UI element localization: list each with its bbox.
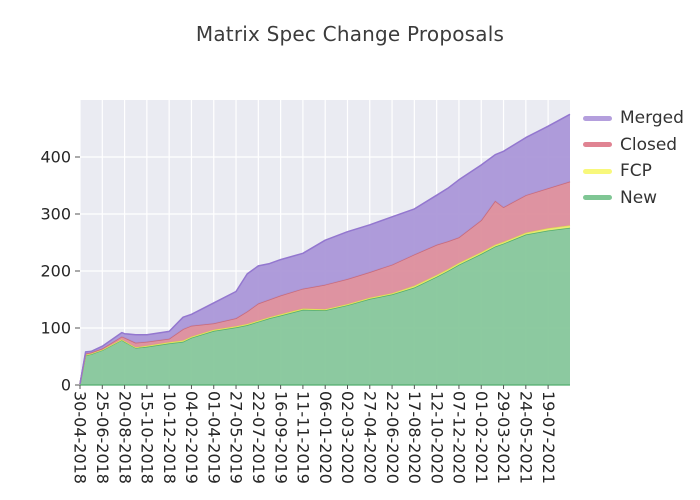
y-tick-label: 400 [40,147,71,166]
x-tick-label: 27-05-2019 [227,391,246,484]
legend-item-new: New [583,189,684,207]
x-tick-label: 17-08-2020 [405,391,424,484]
legend-label: FCP [620,161,652,181]
legend-swatch-new [583,195,612,200]
area-band-new [80,227,570,385]
x-tick-label: 22-06-2020 [383,391,402,484]
area-band-merged [80,114,570,384]
chart-title: Matrix Spec Change Proposals [195,22,505,46]
x-tick-label: 24-05-2021 [517,391,536,484]
legend-label: New [620,187,658,208]
y-tick-label: 0 [61,375,71,394]
x-tick-label: 02-03-2020 [338,391,357,484]
legend-swatch-closed [583,142,612,147]
x-tick-label: 29-03-2021 [494,391,513,484]
x-tick-label: 06-01-2020 [316,391,335,484]
x-tick-label: 22-07-2019 [249,391,268,484]
x-tick-label: 25-06-2018 [93,391,112,484]
x-tick-label: 11-11-2019 [294,391,313,484]
x-tick-label: 07-12-2020 [450,391,469,484]
legend-item-merged: Merged [583,109,684,127]
legend-label: Closed [620,134,678,155]
x-tick-label: 15-10-2018 [138,391,157,484]
x-tick-label: 04-02-2019 [182,391,201,484]
legend-label: Merged [620,108,684,128]
legend-item-closed: Closed [583,136,684,154]
x-tick-label: 10-12-2018 [160,391,179,484]
legend-item-fcp: FCP [583,162,684,180]
x-tick-label: 30-04-2018 [71,391,90,484]
x-tick-label: 20-08-2018 [115,391,134,484]
y-tick-label: 200 [40,261,71,280]
area-band-closed [80,181,570,384]
legend: Merged Closed FCP New [583,109,684,215]
x-tick-label: 27-04-2020 [361,391,380,484]
x-tick-label: 01-04-2019 [204,391,223,484]
x-tick-label: 19-07-2021 [539,391,558,484]
x-tick-label: 16-09-2019 [271,391,290,484]
area-edge-merged [79,113,571,385]
y-tick-label: 100 [40,318,71,337]
y-tick-label: 300 [40,204,71,223]
x-tick-label: 01-02-2021 [472,391,491,484]
legend-swatch-merged [583,115,612,121]
x-tick-label: 12-10-2020 [427,391,446,484]
legend-swatch-fcp [583,168,612,174]
